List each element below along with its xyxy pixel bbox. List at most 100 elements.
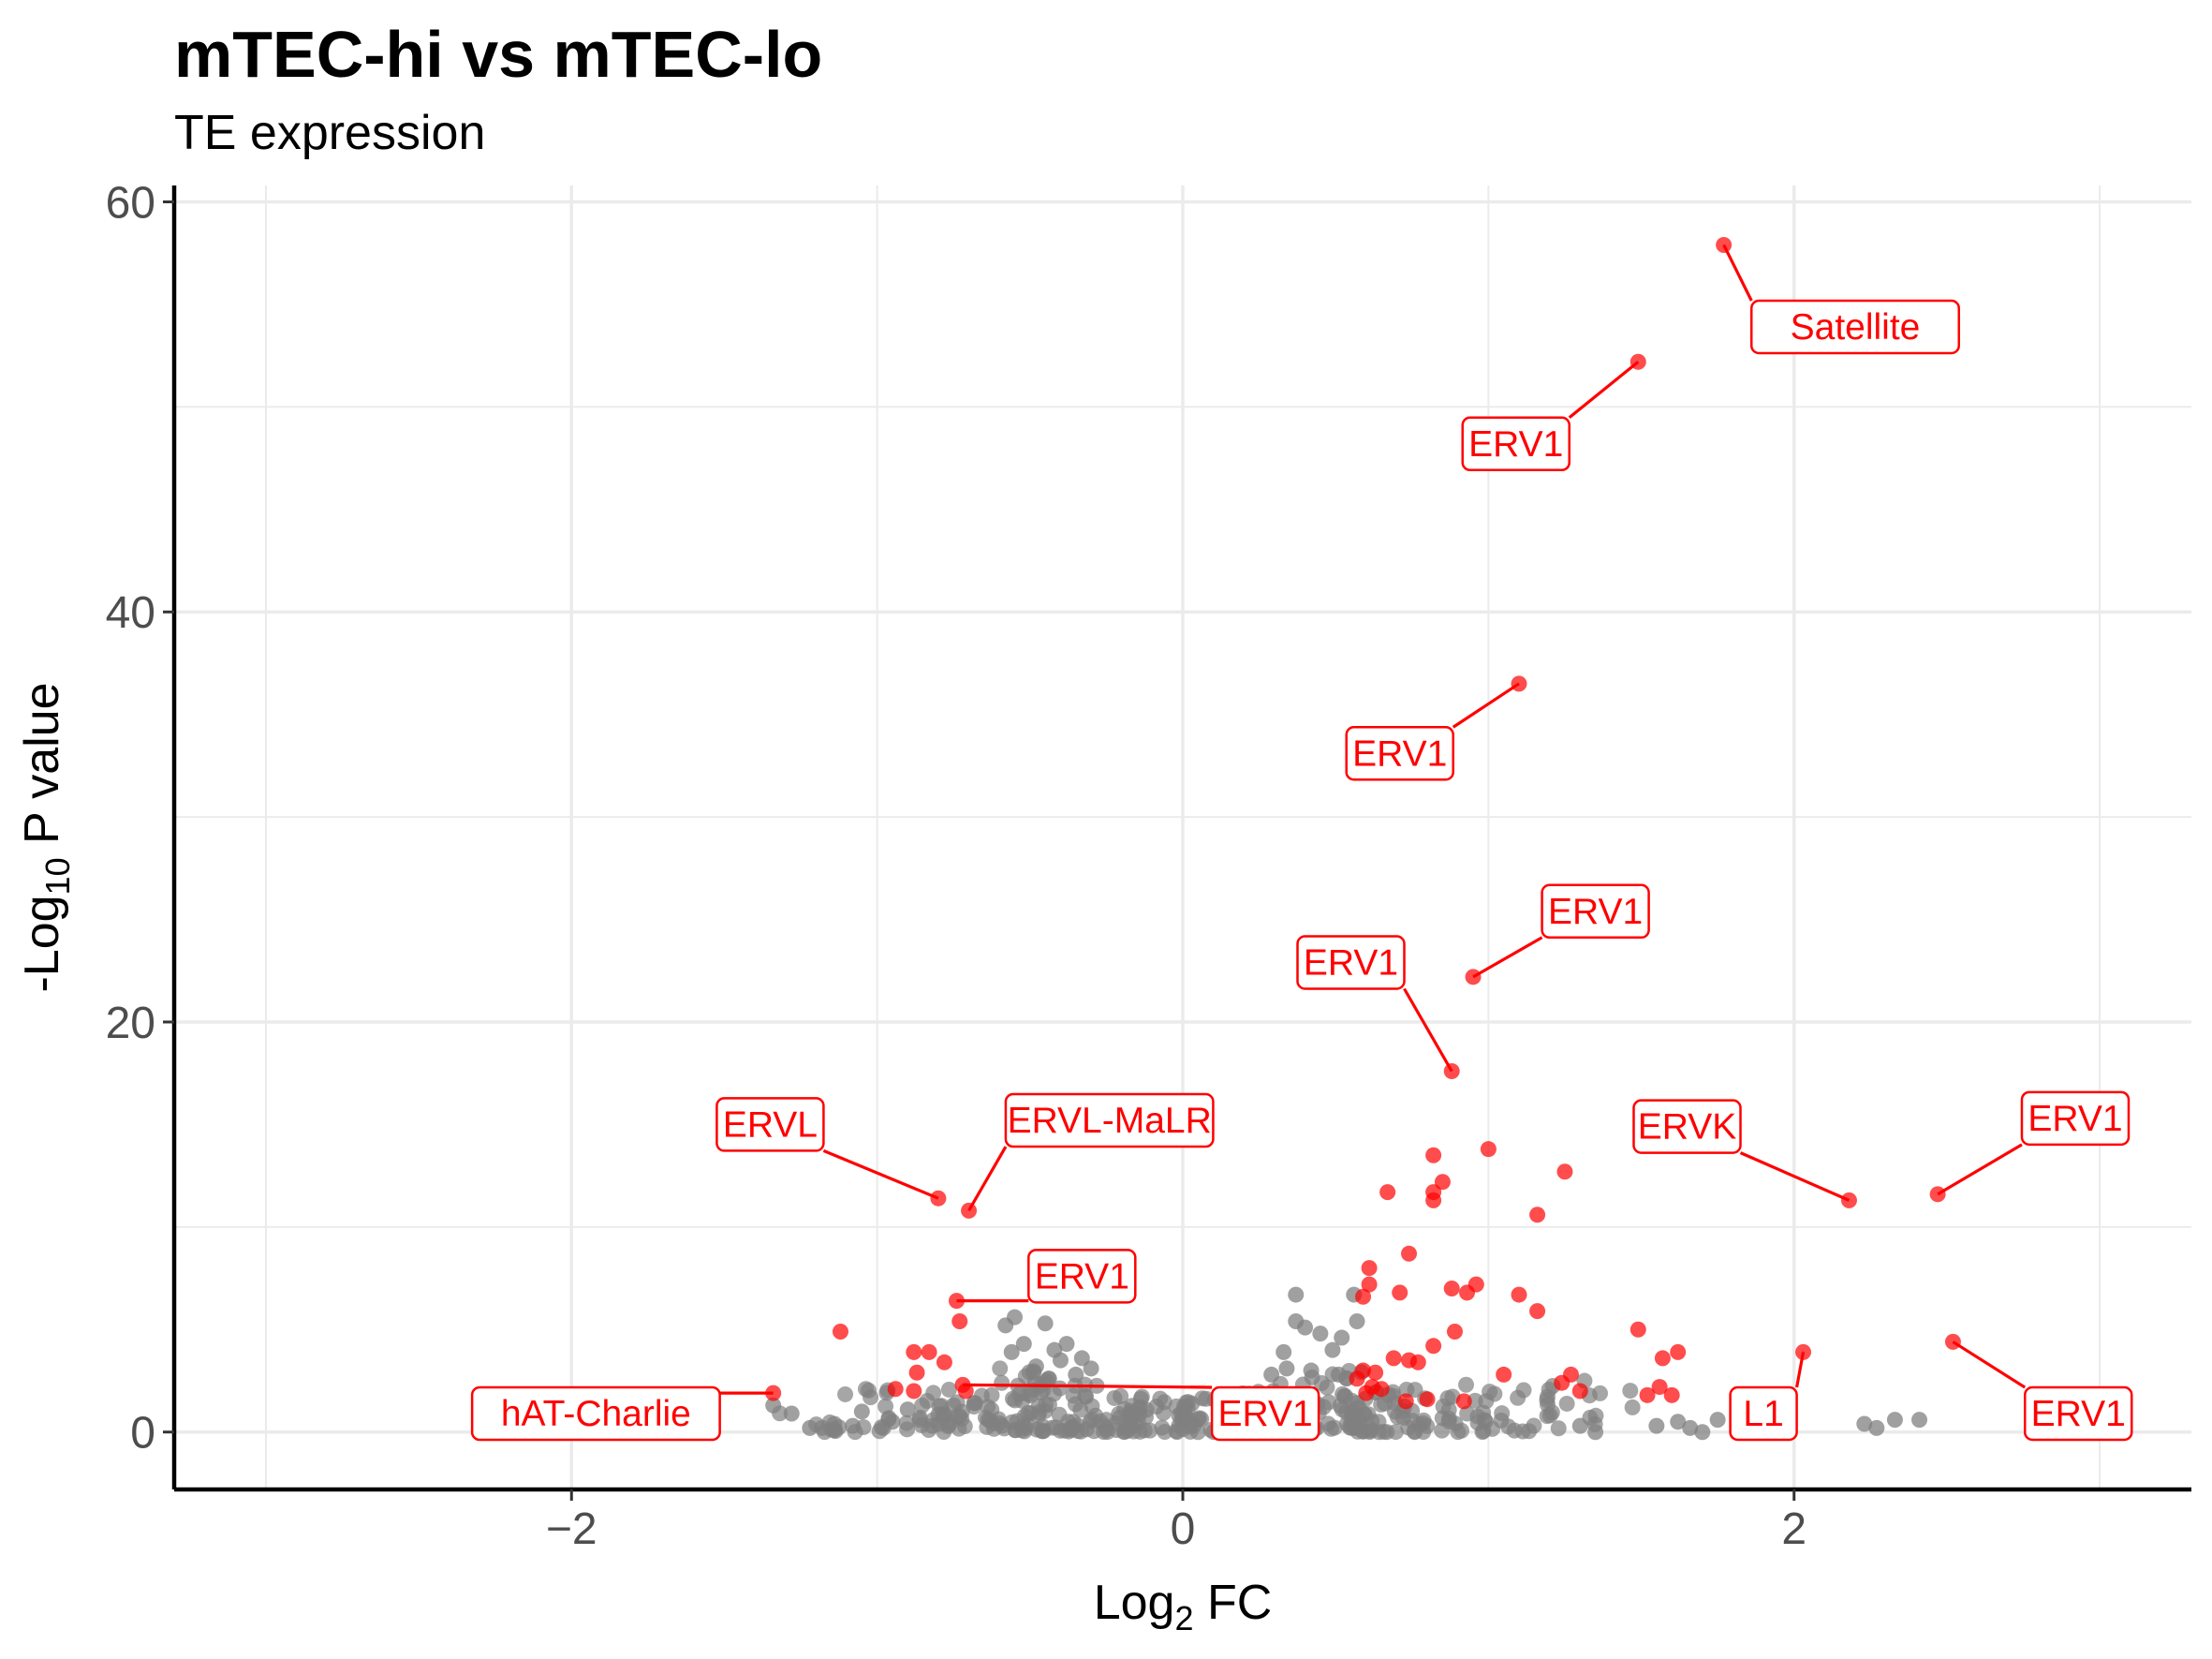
gray-point	[1510, 1389, 1526, 1406]
gray-point	[992, 1360, 1009, 1377]
label-box	[1541, 883, 1650, 940]
gray-point	[1886, 1412, 1903, 1429]
gray-point	[1407, 1424, 1423, 1441]
gray-point	[899, 1421, 916, 1438]
label-leader-line	[963, 1383, 1213, 1389]
red-point	[1663, 1386, 1680, 1403]
label-box	[470, 1385, 721, 1442]
gray-point	[1278, 1360, 1295, 1377]
red-point	[1630, 1321, 1646, 1338]
gray-point	[1083, 1360, 1099, 1377]
gray-point	[1326, 1419, 1343, 1436]
gray-point	[1016, 1408, 1033, 1425]
gray-point	[1120, 1408, 1137, 1425]
point-label: ERVL	[723, 1104, 818, 1145]
red-point	[1367, 1364, 1384, 1381]
gray-point	[994, 1417, 1010, 1434]
gray-point	[1543, 1404, 1560, 1421]
gray-point	[857, 1381, 874, 1398]
gray-point	[940, 1381, 957, 1398]
gray-point	[783, 1405, 800, 1422]
gray-point	[814, 1419, 831, 1436]
point-label: ERV1	[1035, 1256, 1129, 1296]
red-point	[1529, 1303, 1546, 1320]
red-point	[1639, 1386, 1656, 1403]
gray-point	[1072, 1401, 1089, 1418]
gray-point	[1550, 1420, 1567, 1437]
gray-point	[936, 1407, 952, 1424]
point-label: ERV1	[2031, 1394, 2126, 1434]
gray-point	[1068, 1366, 1084, 1383]
point-label: L1	[1743, 1394, 1783, 1434]
gray-point	[1168, 1398, 1185, 1415]
gray-point	[1415, 1412, 1432, 1429]
x-tick-label: −2	[546, 1504, 597, 1554]
y-tick-label: 20	[106, 999, 155, 1048]
gray-point	[1138, 1401, 1155, 1418]
red-point	[1425, 1147, 1442, 1163]
red-point	[1349, 1370, 1365, 1387]
gray-point	[1154, 1419, 1171, 1436]
gray-point	[923, 1417, 940, 1434]
red-point	[1397, 1393, 1414, 1410]
point-label: hAT-Charlie	[501, 1394, 691, 1434]
gray-point	[1276, 1343, 1292, 1360]
gray-point	[1324, 1341, 1341, 1358]
red-point	[1355, 1288, 1372, 1305]
x-axis-title-subscript: 2	[1174, 1599, 1193, 1637]
gray-point	[951, 1420, 967, 1437]
gray-point	[1334, 1329, 1350, 1346]
label-box	[1296, 935, 1406, 990]
red-point	[1392, 1284, 1408, 1301]
y-tick-label: 60	[106, 179, 155, 229]
gray-point	[1040, 1370, 1056, 1387]
gray-point	[1152, 1390, 1169, 1407]
gray-point	[1682, 1419, 1699, 1436]
red-point	[1358, 1385, 1375, 1401]
label-leader-line	[1952, 1341, 2027, 1389]
red-point	[887, 1381, 904, 1398]
red-point	[906, 1383, 922, 1400]
red-point	[1511, 1286, 1527, 1303]
gray-point	[884, 1414, 901, 1430]
gray-point	[1911, 1412, 1928, 1429]
gray-point	[1106, 1389, 1123, 1406]
label-box	[715, 1097, 825, 1152]
label-box	[1632, 1099, 1742, 1154]
gray-point	[1521, 1423, 1538, 1440]
red-point	[1379, 1184, 1396, 1201]
red-point	[1361, 1276, 1378, 1293]
red-point	[921, 1343, 937, 1360]
gray-point	[1494, 1405, 1511, 1422]
label-box	[2023, 1385, 2133, 1442]
gray-point	[1018, 1419, 1035, 1436]
x-axis-title-base: Log	[1094, 1576, 1175, 1630]
red-point	[1571, 1383, 1588, 1400]
red-point	[1361, 1260, 1378, 1277]
gray-point	[1467, 1392, 1483, 1409]
gray-point	[1303, 1362, 1320, 1379]
red-point	[1529, 1207, 1546, 1223]
gray-point	[1856, 1415, 1873, 1432]
x-tick-label: 0	[1171, 1504, 1196, 1554]
gray-point	[802, 1419, 818, 1436]
gray-point	[1694, 1424, 1711, 1441]
label-box	[1004, 1092, 1215, 1148]
red-point	[1455, 1393, 1472, 1410]
red-point	[1373, 1381, 1390, 1398]
gray-point	[1361, 1424, 1378, 1441]
gray-point	[1670, 1414, 1687, 1430]
gray-point	[1387, 1424, 1404, 1441]
point-label: ERV1	[1468, 424, 1563, 465]
point-label: ERV1	[2028, 1099, 2122, 1139]
gray-point	[1198, 1390, 1215, 1407]
red-point	[1409, 1354, 1426, 1370]
gray-point	[899, 1401, 916, 1418]
gray-point	[1500, 1418, 1517, 1435]
chart-subtitle: TE expression	[174, 106, 486, 160]
point-label: ERVL-MaLR	[1008, 1101, 1212, 1141]
gray-point	[1263, 1366, 1280, 1383]
y-axis-title-base: -Log	[15, 895, 69, 992]
x-tick-label: 2	[1781, 1504, 1806, 1554]
